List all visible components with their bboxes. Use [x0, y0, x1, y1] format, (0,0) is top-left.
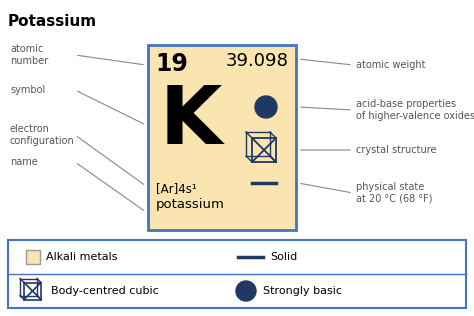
- Bar: [148, 45, 296, 230]
- Text: atomic
number: atomic number: [10, 44, 48, 66]
- Text: name: name: [10, 157, 38, 167]
- Circle shape: [236, 281, 256, 301]
- Text: K: K: [160, 83, 222, 161]
- Text: Body-centred cubic: Body-centred cubic: [51, 286, 159, 296]
- Bar: [252, 138, 276, 162]
- Text: symbol: symbol: [10, 85, 45, 95]
- Bar: [8, 240, 466, 308]
- Text: electron
configuration: electron configuration: [10, 124, 75, 146]
- Text: potassium: potassium: [156, 198, 225, 211]
- Text: atomic weight: atomic weight: [356, 60, 426, 70]
- Bar: [24, 283, 41, 300]
- Text: physical state
at 20 °C (68 °F): physical state at 20 °C (68 °F): [356, 182, 432, 204]
- Text: Potassium: Potassium: [8, 14, 97, 29]
- Text: Alkali metals: Alkali metals: [46, 252, 118, 262]
- Circle shape: [255, 96, 277, 118]
- Text: Strongly basic: Strongly basic: [263, 286, 342, 296]
- Text: 19: 19: [155, 52, 188, 76]
- Bar: [26, 250, 40, 264]
- Text: Solid: Solid: [270, 252, 297, 262]
- Text: [Ar]4s¹: [Ar]4s¹: [156, 182, 197, 195]
- Text: acid-base properties
of higher-valence oxides: acid-base properties of higher-valence o…: [356, 99, 474, 121]
- Text: crystal structure: crystal structure: [356, 145, 437, 155]
- Text: 39.098: 39.098: [226, 52, 289, 70]
